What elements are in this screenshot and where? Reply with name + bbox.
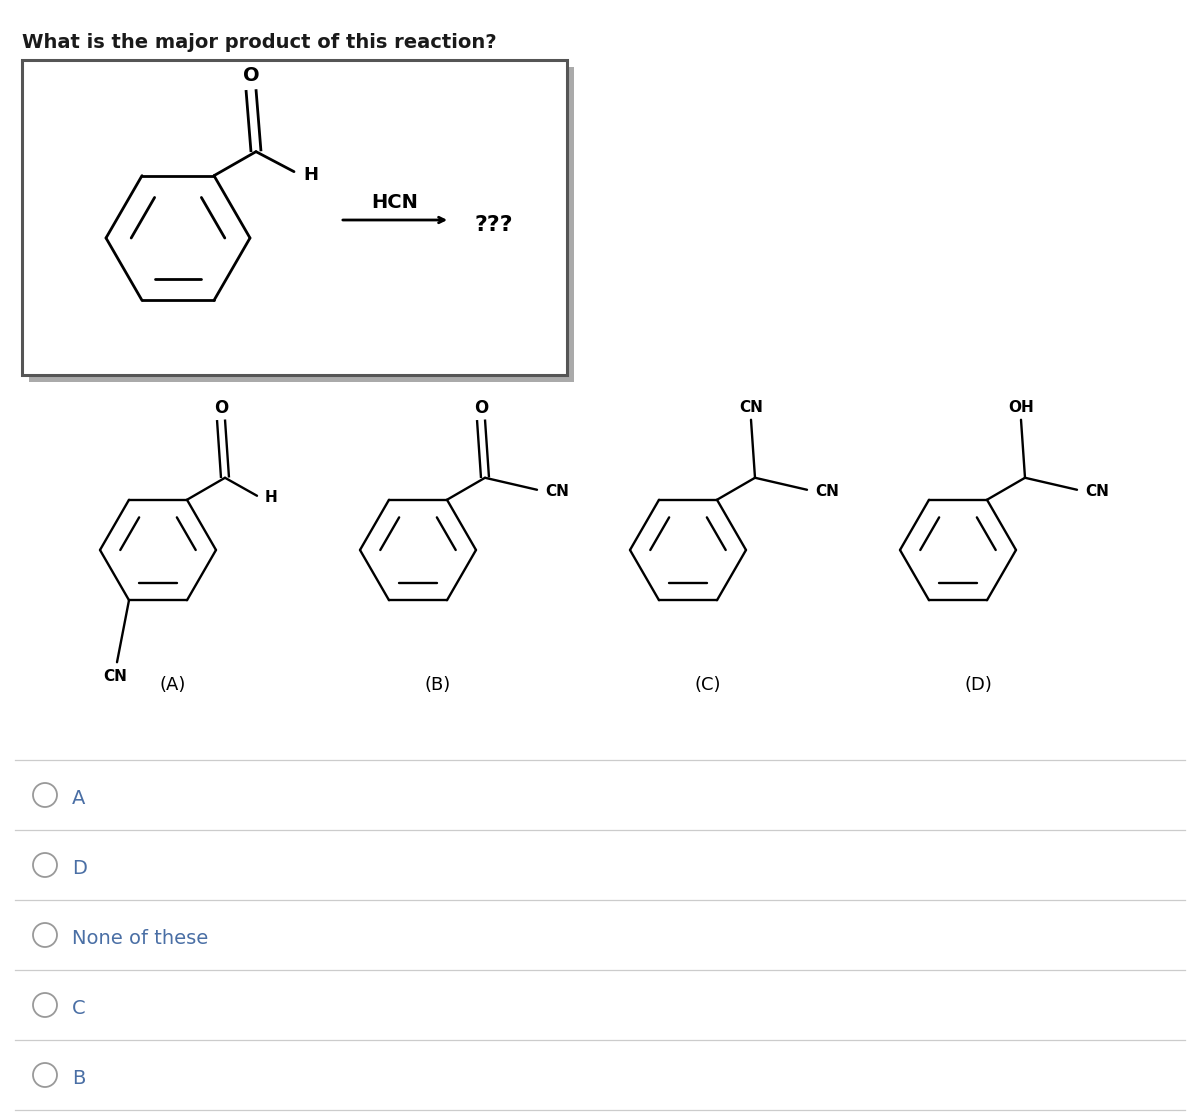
Text: O: O [242, 66, 259, 85]
Text: What is the major product of this reaction?: What is the major product of this reacti… [22, 34, 497, 52]
Bar [22, 60, 568, 375]
Text: O: O [214, 399, 228, 417]
Text: None of these: None of these [72, 928, 209, 947]
Text: (C): (C) [695, 676, 721, 694]
Text: CN: CN [545, 485, 569, 499]
Text: CN: CN [739, 400, 763, 416]
Text: A: A [72, 789, 85, 808]
Text: C: C [72, 999, 85, 1018]
Text: CN: CN [103, 669, 127, 684]
Text: CN: CN [1085, 485, 1109, 499]
Text: B: B [72, 1069, 85, 1088]
Text: H: H [302, 165, 318, 183]
Text: HCN: HCN [372, 192, 419, 211]
Text: OH: OH [1008, 400, 1034, 416]
Text: (A): (A) [160, 676, 186, 694]
Text: (D): (D) [964, 676, 992, 694]
Text: CN: CN [815, 485, 839, 499]
Text: ???: ??? [475, 214, 514, 235]
Text: O: O [474, 399, 488, 417]
Bar [29, 67, 574, 382]
Text: D: D [72, 859, 86, 878]
Text: H: H [265, 490, 277, 505]
Text: (B): (B) [425, 676, 451, 694]
